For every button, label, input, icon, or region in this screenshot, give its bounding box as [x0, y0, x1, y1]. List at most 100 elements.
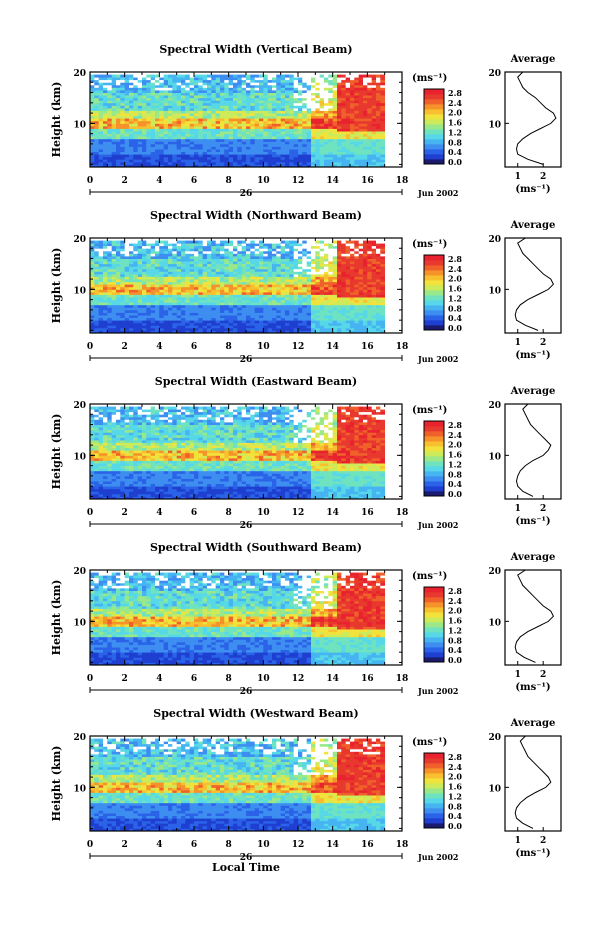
colorbar-tick-label: 2.0 [448, 440, 462, 450]
y-tick-label: 10 [73, 120, 86, 130]
colorbar-swatch [424, 295, 444, 301]
colorbar-swatch [424, 622, 444, 628]
average-x-label: (ms⁻¹) [515, 184, 550, 195]
colorbar-tick-label: 1.6 [448, 284, 462, 294]
x-tick-label: 10 [257, 508, 270, 518]
colorbar-unit: (ms⁻¹) [412, 239, 447, 250]
colorbar-swatch [424, 134, 444, 140]
colorbar-swatch [424, 627, 444, 633]
colorbar-swatch [424, 793, 444, 799]
x-tick-label: 18 [396, 342, 409, 352]
x-tick-label: 14 [326, 176, 339, 186]
average-x-tick-label: 2 [540, 504, 546, 514]
colorbar-tick-label: 2.0 [448, 108, 462, 118]
colorbar-swatch [424, 456, 444, 462]
colorbar-swatch [424, 788, 444, 794]
average-x-tick-label: 1 [515, 172, 521, 182]
average-frame [504, 569, 562, 666]
average-x-tick-label: 2 [540, 338, 546, 348]
x-tick-label: 2 [122, 342, 128, 352]
x-tick-label: 8 [226, 508, 232, 518]
colorbar-swatch [424, 597, 444, 603]
x-tick-label: 8 [226, 674, 232, 684]
colorbar-swatch [424, 114, 444, 120]
chart-title: Spectral Width (Northward Beam) [150, 209, 362, 222]
colorbar-tick-label: 0.4 [448, 479, 462, 489]
colorbar-swatch [424, 285, 444, 291]
average-profile-line [514, 569, 555, 663]
x-tick-label: 0 [87, 342, 93, 352]
colorbar-swatch [424, 808, 444, 814]
colorbar-swatch [424, 763, 444, 769]
colorbar-tick-label: 0.0 [448, 655, 462, 665]
colorbar-swatch [424, 652, 444, 658]
average-frame [504, 71, 562, 168]
colorbar [423, 254, 445, 331]
x-tick-label: 4 [156, 508, 162, 518]
colorbar-swatch [424, 803, 444, 809]
colorbar-swatch [424, 617, 444, 623]
month-label: Jun 2002 [417, 354, 458, 364]
colorbar-tick-label: 2.8 [448, 586, 462, 596]
y-axis-label: Height (km) [50, 414, 63, 490]
x-tick-label: 12 [292, 674, 305, 684]
colorbar-swatch [424, 154, 444, 160]
x-tick-label: 8 [226, 176, 232, 186]
x-tick-label: 14 [326, 840, 339, 850]
x-tick-label: 2 [122, 508, 128, 518]
colorbar-tick-label: 0.4 [448, 313, 462, 323]
colorbar-swatch [424, 315, 444, 321]
x-tick-label: 18 [396, 674, 409, 684]
colorbar-swatch [424, 421, 444, 427]
colorbar-tick-label: 1.6 [448, 616, 462, 626]
colorbar-swatch [424, 592, 444, 598]
average-panel: Average 10 20 1 2 (ms⁻¹) [488, 220, 562, 361]
average-x-tick-label: 1 [515, 670, 521, 680]
average-panel: Average 10 20 1 2 (ms⁻¹) [488, 552, 562, 693]
average-profile-line [515, 71, 557, 165]
y-tick-label: 20 [73, 567, 86, 577]
x-tick-label: 6 [191, 674, 197, 684]
average-x-tick-label: 1 [515, 504, 521, 514]
colorbar-swatch [424, 657, 444, 663]
colorbar-swatch [424, 144, 444, 150]
colorbar-tick-label: 2.0 [448, 772, 462, 782]
colorbar-swatch [424, 436, 444, 442]
x-tick-label: 4 [156, 176, 162, 186]
colorbar-swatch [424, 280, 444, 286]
x-tick-label: 12 [292, 342, 305, 352]
x-tick-label: 10 [257, 342, 270, 352]
colorbar-swatch [424, 813, 444, 819]
average-frame [504, 735, 562, 832]
panel-1: Spectral Width (Northward Beam)0 2 4 6 8 10 12… [50, 209, 562, 365]
colorbar-tick-label: 2.4 [448, 596, 462, 606]
colorbar-swatch [424, 481, 444, 487]
colorbar-tick-label: 2.8 [448, 420, 462, 430]
colorbar-swatch [424, 612, 444, 618]
colorbar-tick-label: 0.0 [448, 157, 462, 167]
x-tick-label: 10 [257, 840, 270, 850]
average-x-label: (ms⁻¹) [515, 848, 550, 859]
average-panel: Average 10 20 1 2 (ms⁻¹) [488, 54, 562, 195]
colorbar [423, 586, 445, 663]
colorbar-swatch [424, 441, 444, 447]
colorbar-swatch [424, 823, 444, 829]
colorbar-tick-label: 1.2 [448, 791, 462, 801]
average-y-tick-label: 10 [488, 452, 501, 462]
average-y-tick-label: 20 [488, 567, 501, 577]
colorbar-frame [423, 88, 445, 165]
colorbar-swatch [424, 486, 444, 492]
average-frame [504, 403, 562, 500]
colorbar-swatch [424, 149, 444, 155]
colorbar-frame [423, 420, 445, 497]
average-panel: Average 10 20 1 2 (ms⁻¹) [488, 718, 562, 859]
x-tick-label: 12 [292, 840, 305, 850]
colorbar-tick-label: 2.8 [448, 752, 462, 762]
average-title: Average [510, 54, 556, 65]
y-tick-label: 20 [73, 401, 86, 411]
month-label: Jun 2002 [417, 188, 458, 198]
colorbar-swatch [424, 300, 444, 306]
heatmap [90, 240, 385, 334]
heatmap [90, 738, 385, 832]
